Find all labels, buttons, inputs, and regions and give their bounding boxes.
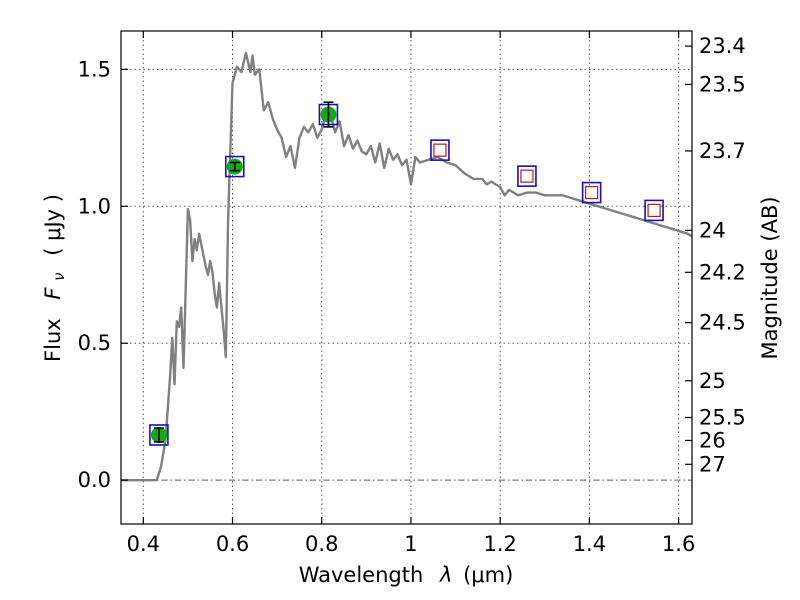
spectrum-line [121, 51, 693, 482]
x-tick-label: 0.4 [127, 532, 160, 556]
x-tick-label: 1.6 [662, 532, 695, 556]
magnitude-tick-label: 25.5 [699, 405, 746, 429]
model-point [520, 169, 534, 183]
magnitude-tick-label: 24.2 [699, 260, 746, 284]
magnitude-tick-label: 24.5 [699, 311, 746, 335]
x-tick-label: 0.6 [216, 532, 249, 556]
model-box [430, 139, 450, 161]
y-tick-label: 1.5 [78, 57, 111, 81]
model-point [647, 203, 661, 217]
axis-ticks: 0.4 0.6 0.8 1 1.2 1.4 1.6 0.0 0.5 1.0 1.5 23.4 23.5 2… [78, 31, 746, 556]
detection-box [149, 424, 169, 446]
magnitude-tick-label: 27 [699, 452, 726, 476]
magnitude-tick-label: 26 [699, 428, 726, 452]
magnitude-tick-label: 23.4 [699, 34, 746, 58]
model-box [581, 181, 602, 204]
x-tick-label: 0.8 [305, 532, 338, 556]
plot-area [121, 51, 693, 482]
magnitude-tick-label: 23.5 [699, 72, 746, 96]
y-tick-label: 0.5 [78, 331, 111, 355]
y-axis-title: Flux F ν ( μJy ) [41, 194, 69, 362]
y-tick-label: 1.0 [78, 194, 111, 218]
y2-axis-title: Magnitude (AB) [758, 196, 782, 359]
model-point [585, 185, 599, 200]
model-point [433, 143, 447, 157]
magnitude-tick-label: 25 [699, 369, 726, 393]
model-box [644, 199, 664, 222]
x-tick-label: 1.4 [573, 532, 606, 556]
x-tick-label: 1.2 [483, 532, 516, 556]
x-axis-title: Wavelength λ (μm) [299, 563, 514, 587]
plot-frame [120, 30, 693, 525]
grid-lines [121, 31, 692, 524]
magnitude-tick-label: 24 [699, 218, 726, 242]
detection-box [224, 155, 245, 178]
x-tick-label: 1 [404, 532, 417, 556]
y-tick-label: 0.0 [78, 468, 111, 492]
model-box [517, 165, 537, 187]
magnitude-tick-label: 23.7 [699, 139, 746, 163]
